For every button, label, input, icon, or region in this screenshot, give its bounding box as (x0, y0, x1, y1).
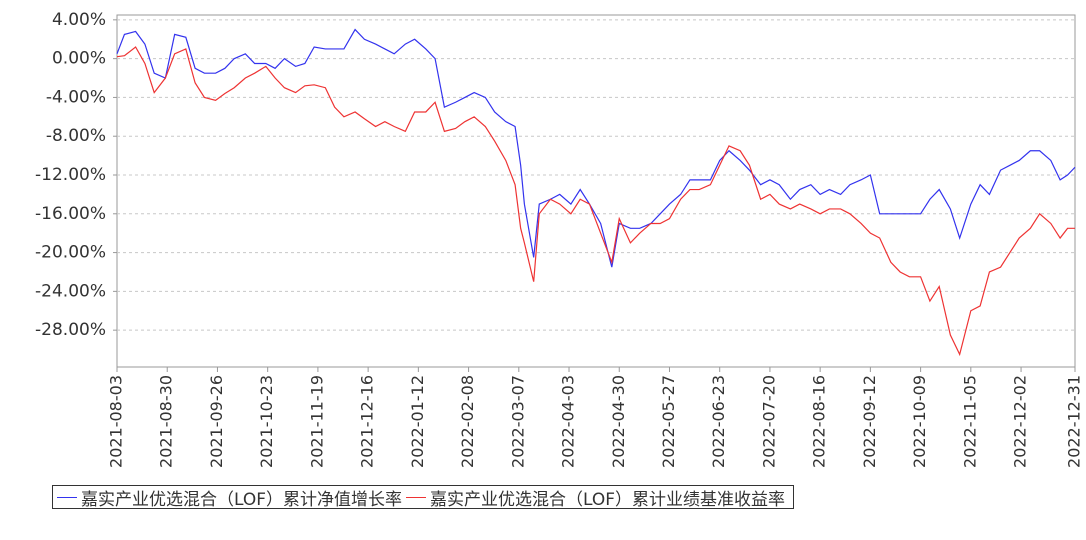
y-tick-label: 4.00% (52, 10, 106, 30)
x-tick-label: 2022-11-05 (960, 375, 979, 468)
series-line (116, 46, 1075, 357)
x-tick-label: 2021-08-03 (107, 375, 126, 468)
x-tick-label: 2022-01-12 (408, 375, 427, 468)
x-tick-label: 2021-08-30 (157, 375, 176, 468)
legend-label: 嘉实产业优选混合（LOF）累计业绩基准收益率 (430, 489, 786, 510)
chart: 4.00% 0.00% -4.00% -8.00% -12.00% -16.00% -20.… (35, 10, 1084, 468)
y-tick-label: -28.00% (35, 320, 106, 340)
x-tick-label: 2022-08-16 (810, 375, 829, 468)
legend: 嘉实产业优选混合（LOF）累计净值增长率 嘉实产业优选混合（LOF）累计业绩基准收… (52, 485, 795, 510)
legend-swatch (406, 496, 427, 498)
y-tick-label: -24.00% (35, 281, 106, 301)
x-tick-label: 2022-06-23 (709, 375, 728, 468)
y-tick-label: -12.00% (35, 165, 106, 185)
x-tick-label: 2021-12-16 (358, 375, 377, 468)
x-tick-label: 2022-10-09 (910, 375, 929, 468)
x-tick-label: 2021-11-19 (307, 375, 326, 468)
y-tick-label: 0.00% (52, 49, 106, 69)
x-tick-label: 2021-09-26 (207, 375, 226, 468)
legend-swatch (57, 496, 77, 498)
legend-item: 嘉实产业优选混合（LOF）累计净值增长率 (57, 485, 402, 510)
plot-frame (116, 14, 1076, 368)
y-tick-label: -8.00% (46, 126, 106, 146)
x-tick-label: 2022-12-02 (1011, 375, 1030, 468)
legend-item: 嘉实产业优选混合（LOF）累计业绩基准收益率 (406, 485, 785, 510)
x-tick-label: 2022-09-12 (860, 375, 879, 468)
x-tick-label: 2022-04-30 (609, 375, 628, 468)
y-tick-label: -4.00% (46, 87, 106, 107)
x-tick-label: 2022-12-31 (1065, 375, 1084, 468)
legend-label: 嘉实产业优选混合（LOF）累计净值增长率 (81, 489, 403, 510)
y-tick-label: -16.00% (35, 204, 106, 224)
x-tick-label: 2022-03-07 (508, 375, 527, 468)
series-line (116, 28, 1076, 268)
y-tick-label: -20.00% (35, 243, 106, 263)
x-tick-label: 2021-10-23 (257, 375, 276, 468)
x-tick-label: 2022-05-27 (659, 375, 678, 468)
x-tick-label: 2022-04-03 (559, 375, 578, 468)
x-tick-label: 2022-02-08 (458, 375, 477, 468)
x-tick-label: 2022-07-20 (759, 375, 778, 468)
